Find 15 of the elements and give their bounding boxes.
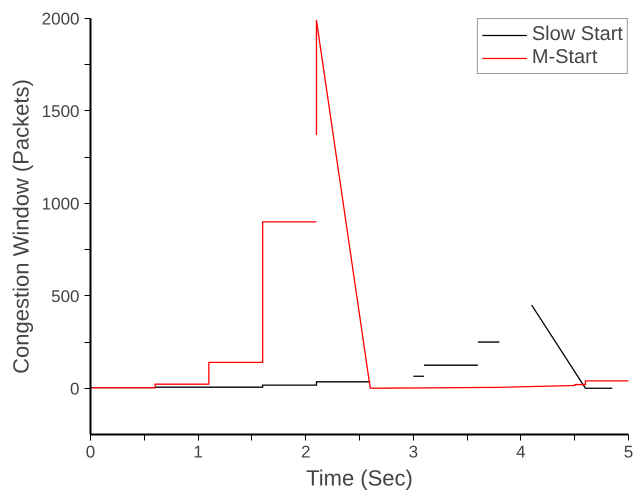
y-axis-title: Congestion Window (Packets) — [8, 79, 34, 374]
x-tick-label: 0 — [86, 442, 96, 462]
x-tick-label: 5 — [624, 442, 634, 462]
y-tick-label: 2000 — [42, 10, 80, 28]
y-tick-label: 500 — [51, 286, 80, 306]
y-tick-label: 1500 — [42, 102, 80, 121]
y-tick-label: 0 — [70, 379, 80, 398]
legend-label: Slow Start — [532, 23, 623, 46]
x-tick-label: 3 — [408, 442, 418, 462]
x-tick-label: 1 — [193, 442, 203, 462]
x-axis-title: Time (Sec) — [306, 466, 413, 490]
x-tick-label: 4 — [516, 442, 526, 462]
legend-label: M-Start — [532, 46, 598, 69]
x-tick-label: 2 — [300, 442, 310, 462]
y-tick-label: 1000 — [42, 194, 80, 214]
